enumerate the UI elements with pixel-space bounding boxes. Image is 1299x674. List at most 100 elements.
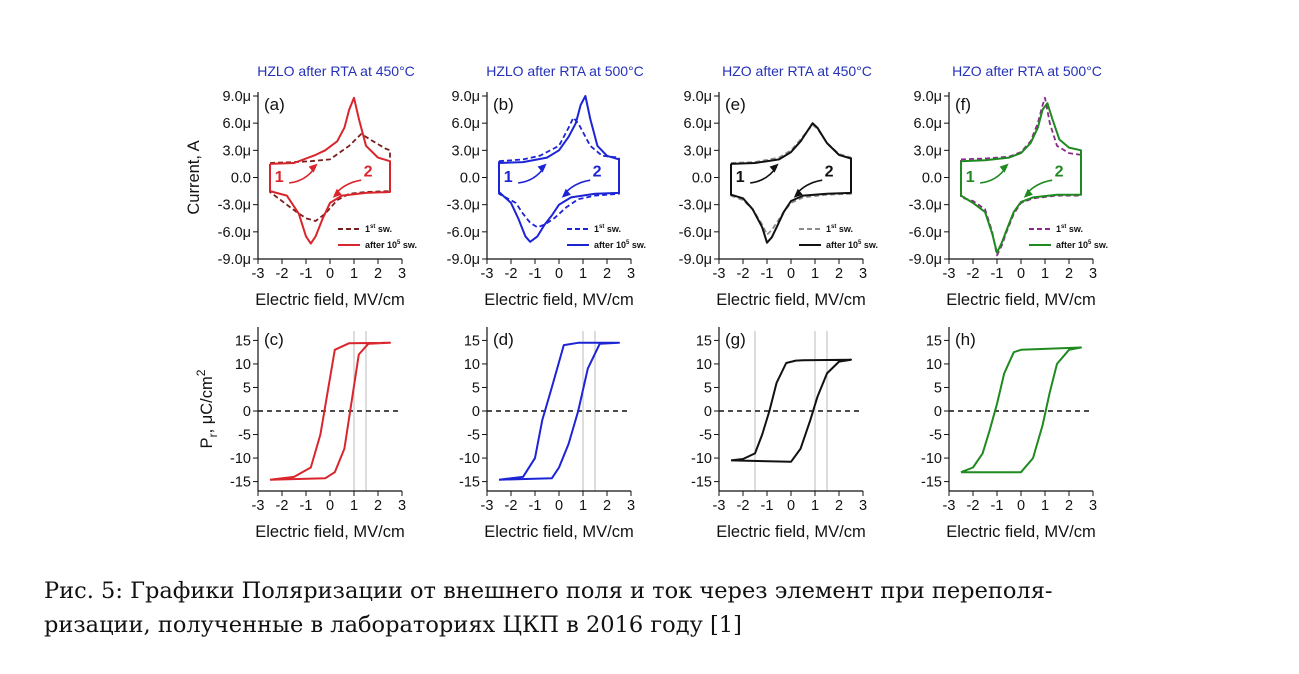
- panel-label: (d): [493, 330, 514, 349]
- y-tick-label: 9.0μ: [222, 89, 251, 105]
- legend-text: sw.: [1091, 240, 1108, 250]
- y-tick-label: 3.0μ: [683, 143, 712, 159]
- x-tick-label: 2: [1065, 498, 1073, 514]
- x-tick-label: 1: [579, 498, 587, 514]
- y-tick-label: -5: [238, 428, 251, 444]
- y-axis-label-current: Current, A: [185, 140, 203, 214]
- legend-sup: 5: [858, 240, 862, 246]
- series-after-switching: [730, 122, 852, 244]
- y-tick-label: 10: [464, 357, 480, 373]
- y-tick-label: -15: [459, 475, 480, 491]
- x-tick-label: 3: [627, 266, 635, 282]
- y-tick-label: -6.0μ: [679, 225, 712, 241]
- y-tick-label: -9.0μ: [679, 252, 712, 268]
- x-tick-label: 0: [326, 266, 334, 282]
- arrow-2-head: [561, 188, 571, 198]
- panel-label: (g): [725, 330, 746, 349]
- y-tick-label: 15: [926, 333, 942, 349]
- y-tick-label: 9.0μ: [683, 89, 712, 105]
- legend-text: after 10: [826, 240, 858, 250]
- panel-title: HZO after RTA at 500°C: [952, 63, 1102, 79]
- legend-text: 1: [1056, 224, 1061, 234]
- x-tick-label: 0: [326, 498, 334, 514]
- legend-text: sw.: [836, 224, 853, 234]
- panel-label: (h): [955, 330, 976, 349]
- legend-sup: 5: [397, 240, 401, 246]
- y-tick-label: -3.0μ: [447, 198, 480, 214]
- x-tick-label: 2: [1065, 266, 1073, 282]
- x-tick-label: -1: [529, 266, 542, 282]
- legend-label-after: after 105 sw.: [594, 240, 646, 250]
- x-tick-label: 0: [555, 266, 563, 282]
- y-tick-label: 0.0: [460, 171, 480, 187]
- legend-label-after: after 105 sw.: [826, 240, 878, 250]
- ylabel-sup: 2: [194, 369, 208, 376]
- legend-sup: 5: [1088, 240, 1092, 246]
- panel-title: HZO after RTA at 450°C: [722, 63, 872, 79]
- x-tick-label: -2: [505, 498, 518, 514]
- arrow-label-1: 1: [504, 169, 513, 186]
- y-tick-label: 3.0μ: [451, 143, 480, 159]
- y-tick-label: 15: [464, 333, 480, 349]
- x-tick-label: -1: [991, 498, 1004, 514]
- arrow-1-head: [769, 163, 779, 173]
- series-pe-loop: [730, 358, 852, 463]
- x-tick-label: -1: [761, 498, 774, 514]
- y-tick-label: 10: [235, 357, 251, 373]
- x-axis-label: Electric field, MV/cm: [946, 291, 1095, 309]
- x-tick-label: 2: [835, 266, 843, 282]
- x-tick-label: -3: [713, 498, 726, 514]
- x-tick-label: -2: [737, 498, 750, 514]
- x-tick-label: 2: [374, 266, 382, 282]
- legend-label-after: after 105 sw.: [1056, 240, 1108, 250]
- y-tick-label: 10: [926, 357, 942, 373]
- y-tick-label: 6.0μ: [683, 116, 712, 132]
- y-tick-label: -5: [929, 428, 942, 444]
- x-tick-label: -2: [276, 266, 289, 282]
- x-tick-label: -1: [300, 266, 313, 282]
- legend-text: sw.: [604, 224, 621, 234]
- legend-text: after 10: [594, 240, 626, 250]
- series-pe-loop: [498, 341, 620, 481]
- series-pe-loop: [960, 346, 1082, 474]
- x-tick-label: -3: [943, 266, 956, 282]
- x-tick-label: -3: [481, 498, 494, 514]
- panel-label: (f): [955, 95, 971, 114]
- chart-panel-e: -3 -2 -1 0 1 2 39.0μ6.0μ3.0μ0.0-3.0μ-6.0μ-9.0μ…: [679, 63, 878, 309]
- y-tick-label: -5: [467, 428, 480, 444]
- legend-label-after: after 105 sw.: [365, 240, 417, 250]
- y-tick-label: -15: [230, 475, 251, 491]
- x-axis-label: Electric field, MV/cm: [946, 523, 1095, 541]
- legend-text: sw.: [861, 240, 878, 250]
- legend-text: 1: [594, 224, 599, 234]
- series-after-switching: [498, 95, 620, 243]
- y-tick-label: 3.0μ: [222, 143, 251, 159]
- y-tick-label: -3.0μ: [909, 198, 942, 214]
- legend-text: after 10: [1056, 240, 1088, 250]
- y-tick-label: 10: [696, 357, 712, 373]
- legend-sup: st: [1061, 224, 1066, 230]
- y-tick-label: 5: [243, 380, 251, 396]
- arrow-label-1: 1: [275, 169, 284, 186]
- x-tick-label: 3: [859, 266, 867, 282]
- panel-title: HZLO after RTA at 500°C: [486, 63, 644, 79]
- y-tick-label: -10: [459, 451, 480, 467]
- x-tick-label: 1: [1041, 498, 1049, 514]
- arrow-label-2: 2: [593, 164, 602, 181]
- y-tick-label: -10: [691, 451, 712, 467]
- y-tick-label: 9.0μ: [913, 89, 942, 105]
- y-tick-label: 0.0: [692, 171, 712, 187]
- y-tick-label: -5: [699, 428, 712, 444]
- x-tick-label: 1: [811, 498, 819, 514]
- caption-line-1: Рис. 5: Графики Поляризации от внешнего …: [44, 578, 1053, 604]
- panel-label: (a): [264, 95, 285, 114]
- legend-sup: st: [831, 224, 836, 230]
- x-tick-label: -2: [737, 266, 750, 282]
- x-tick-label: 3: [398, 498, 406, 514]
- legend-text: sw.: [629, 240, 646, 250]
- panel-label: (c): [264, 330, 284, 349]
- x-tick-label: 3: [1089, 266, 1097, 282]
- y-tick-label: -3.0μ: [679, 198, 712, 214]
